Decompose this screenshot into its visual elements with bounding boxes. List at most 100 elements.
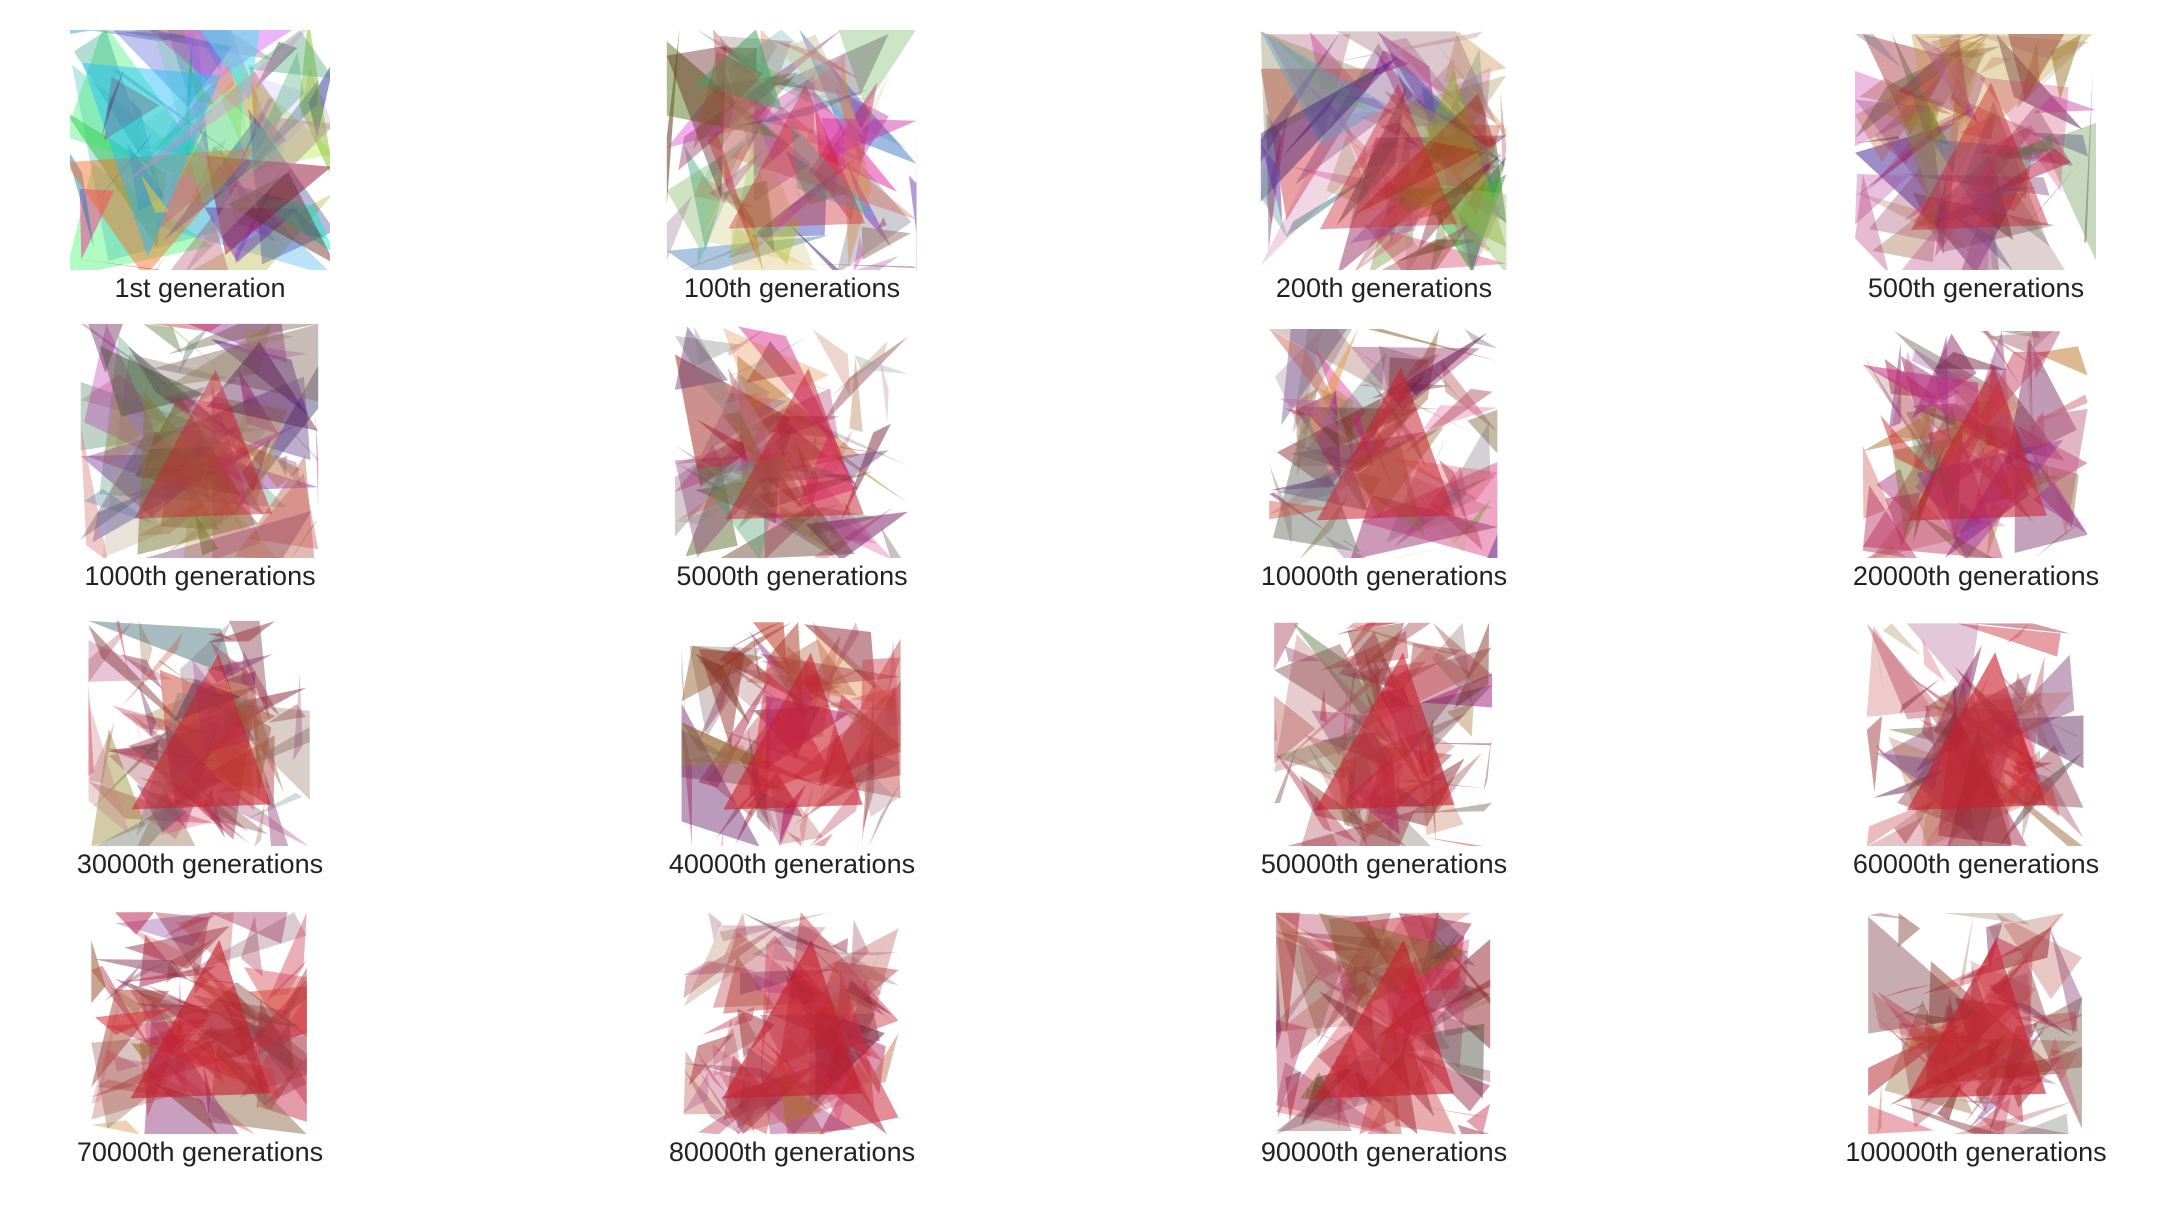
triangle-shape [1358, 384, 1375, 387]
triangle-shape [678, 30, 842, 171]
triangle-shape [1855, 69, 1947, 163]
triangle-shape [1889, 342, 1902, 428]
triangle-shape [696, 30, 783, 111]
triangle-shape [1443, 31, 1507, 83]
triangle-shape [677, 505, 727, 524]
triangle-shape [779, 928, 899, 1041]
triangle-shape [104, 76, 160, 140]
triangle-shape [227, 30, 246, 143]
triangle-shape [799, 1012, 875, 1112]
triangle-shape [227, 172, 330, 262]
triangle-shape [1275, 912, 1300, 1036]
triangle-shape [1454, 67, 1491, 149]
triangle-shape [2015, 1113, 2069, 1134]
triangle-shape [239, 440, 301, 488]
triangle-shape [1981, 555, 1998, 558]
triangle-shape [149, 323, 222, 332]
triangle-shape [1338, 631, 1398, 690]
triangle-shape [814, 82, 878, 222]
triangle-shape [249, 63, 283, 171]
triangle-shape [733, 190, 764, 270]
generation-tile: 100th generations [612, 30, 972, 310]
triangle-shape [248, 473, 319, 550]
generation-tile: 60000th generations [1796, 606, 2156, 886]
triangle-shape [708, 912, 722, 942]
triangle-shape [1384, 91, 1460, 127]
triangle-shape [723, 327, 830, 411]
triangle-shape [1437, 184, 1507, 270]
triangle-shape [1379, 122, 1420, 148]
triangle-shape [1862, 412, 1931, 452]
evolved-image [1260, 31, 1507, 270]
triangle-shape [681, 646, 686, 720]
triangle-shape [308, 66, 330, 138]
triangle-shape [240, 915, 263, 977]
triangle-shape [769, 164, 843, 223]
triangle-shape [185, 117, 330, 270]
triangle-shape [1319, 687, 1327, 723]
triangle-shape [1989, 959, 2049, 1024]
triangle-shape [84, 488, 154, 524]
triangle-shape [1295, 43, 1413, 185]
triangle-shape [113, 30, 233, 107]
triangle-shape [849, 356, 863, 432]
triangle-shape [164, 912, 225, 937]
triangle-shape [1351, 346, 1480, 411]
triangle-shape [698, 649, 745, 749]
triangle-shape [1997, 134, 2054, 162]
triangle-shape [129, 99, 167, 217]
triangle-shape [732, 30, 907, 150]
dominant-triangle [1908, 366, 2048, 521]
triangle-shape [1988, 913, 2065, 980]
triangle-shape [1298, 939, 1385, 1001]
triangle-shape [1874, 623, 1884, 696]
triangle-shape [1868, 1105, 1934, 1134]
triangle-shape [1319, 631, 1409, 671]
triangle-shape [1375, 939, 1491, 1038]
triangle-shape [2014, 427, 2088, 553]
triangle-shape [1855, 99, 1944, 215]
triangle-shape [1352, 129, 1405, 217]
triangle-shape [155, 912, 209, 977]
triangle-shape [1952, 213, 2013, 270]
triangle-shape [1421, 836, 1484, 846]
triangle-shape [120, 712, 171, 737]
dominant-triangle [130, 939, 271, 1099]
triangle-shape [1943, 516, 2006, 532]
triangle-shape [1880, 415, 1937, 478]
triangle-shape [726, 326, 769, 356]
triangle-shape [753, 622, 788, 666]
triangle-shape [813, 329, 851, 398]
triangle-shape [1415, 128, 1448, 176]
triangle-shape [723, 912, 748, 957]
triangle-shape [797, 93, 869, 100]
triangle-shape [248, 30, 330, 79]
triangle-shape [1286, 168, 1381, 237]
triangle-shape [1866, 799, 1938, 846]
triangle-shape [140, 174, 170, 213]
triangle-shape [877, 217, 887, 229]
triangle-shape [1921, 704, 1936, 748]
triangle-shape [1951, 75, 1979, 125]
triangle-shape [1346, 809, 1368, 846]
evolved-image [1275, 912, 1491, 1134]
generation-caption: 30000th generations [76, 849, 324, 879]
triangle-shape [693, 51, 764, 149]
triangle-shape [805, 51, 846, 96]
triangle-shape [211, 338, 308, 416]
triangle-shape [1421, 912, 1465, 974]
generation-tile: 1st generation [20, 30, 380, 310]
triangle-shape [682, 243, 758, 270]
triangle-shape [1898, 913, 1921, 948]
triangle-shape [1441, 149, 1497, 191]
triangle-shape [2014, 394, 2088, 433]
triangle-shape [868, 782, 901, 846]
triangle-shape [1404, 332, 1488, 396]
triangle-shape [1370, 151, 1463, 230]
triangle-shape [2012, 672, 2053, 753]
triangle-shape [183, 30, 194, 158]
triangle-shape [2032, 481, 2088, 534]
triangle-shape [697, 128, 757, 266]
triangle-shape [861, 226, 911, 260]
triangle-shape [115, 912, 155, 935]
